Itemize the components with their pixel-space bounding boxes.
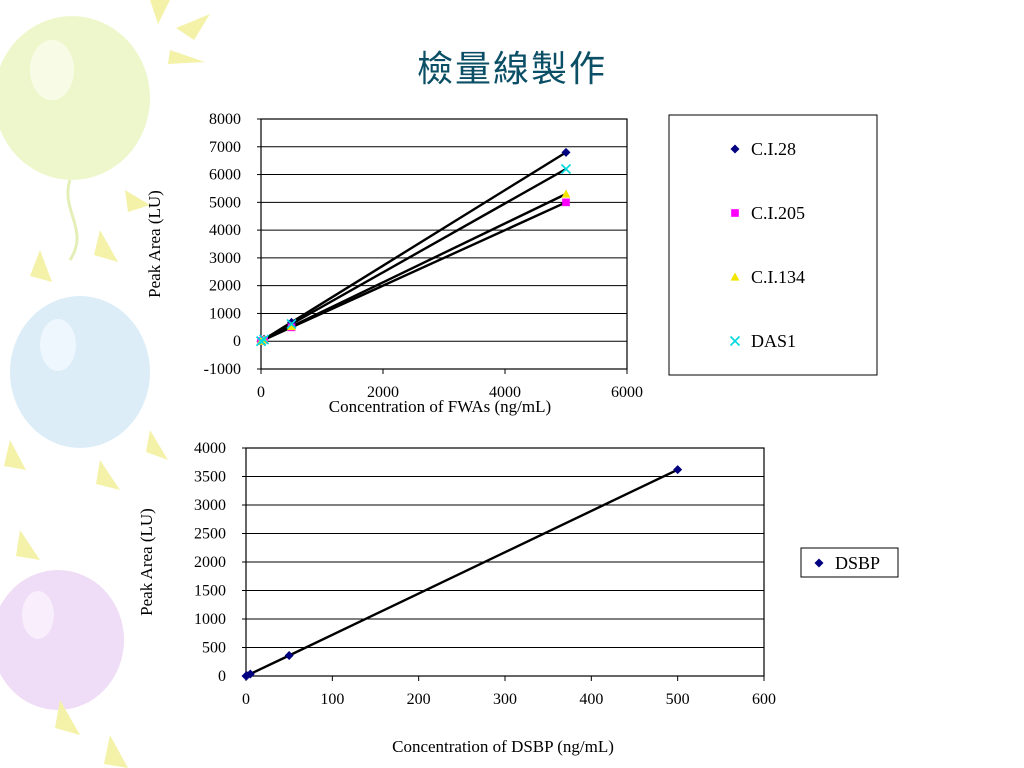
y-tick-label: 3000 xyxy=(209,250,241,267)
x-tick-label: 0 xyxy=(257,384,265,401)
legend-label: DSBP xyxy=(835,553,880,573)
dsbp-chart-gridlines xyxy=(246,447,764,677)
series-line xyxy=(245,468,679,678)
series-line xyxy=(260,192,567,343)
data-point xyxy=(562,198,570,207)
x-tick-label: 300 xyxy=(493,691,517,708)
data-point xyxy=(286,318,297,330)
slide-title: 檢量線製作 xyxy=(416,49,607,90)
y-tick-label: 2000 xyxy=(194,554,226,571)
x-tick-label: 200 xyxy=(407,691,431,708)
y-tick-label: 3000 xyxy=(194,497,226,514)
legend-marker xyxy=(730,144,740,154)
y-tick-label: 2000 xyxy=(209,278,241,295)
x-tick-label: 0 xyxy=(242,691,250,708)
data-point xyxy=(673,465,683,475)
y-tick-label: 3500 xyxy=(194,469,226,486)
legend-marker xyxy=(814,558,824,568)
fwa-chart-series xyxy=(255,147,572,347)
x-tick-label: 6000 xyxy=(611,384,643,401)
y-tick-label: 1500 xyxy=(194,583,226,600)
data-point xyxy=(284,650,294,660)
fwa-chart-plot-area xyxy=(260,118,628,370)
dsbp-chart-series xyxy=(241,465,683,681)
legend-label: C.I.134 xyxy=(751,267,805,287)
x-tick-label: 400 xyxy=(579,691,603,708)
legend-marker xyxy=(729,335,741,347)
dsbp-chart-tick-labels: 0 500 1000 1500 2000 2500 3000 3500 4000 0 100 200 3… xyxy=(194,440,776,708)
x-tick-label: 100 xyxy=(320,691,344,708)
legend-marker xyxy=(731,209,739,217)
data-point xyxy=(561,189,571,198)
data-point xyxy=(561,147,571,157)
x-tick-label: 4000 xyxy=(489,384,521,401)
fwa-chart-y-axis-label: Peak Area (LU) xyxy=(145,190,164,298)
y-tick-label: -1000 xyxy=(204,361,241,378)
data-point xyxy=(256,335,267,347)
x-tick-label: 600 xyxy=(752,691,776,708)
legend-label: C.I.205 xyxy=(751,203,805,223)
y-tick-label: 0 xyxy=(218,668,226,685)
dsbp-chart-y-axis-label: Peak Area (LU) xyxy=(137,508,156,616)
legend-label: C.I.28 xyxy=(751,139,796,159)
y-tick-label: 2500 xyxy=(194,526,226,543)
y-tick-label: 4000 xyxy=(209,222,241,239)
y-tick-label: 6000 xyxy=(209,167,241,184)
data-point xyxy=(287,322,296,331)
y-tick-label: 4000 xyxy=(194,440,226,457)
legend-marker xyxy=(730,272,740,281)
y-tick-label: 0 xyxy=(233,333,241,350)
balloon-purple-decoration xyxy=(0,570,124,710)
series-line xyxy=(260,151,567,343)
dsbp-chart-x-axis-label: Concentration of DSBP (ng/mL) xyxy=(392,737,614,756)
sun-ray-decoration xyxy=(4,0,210,768)
x-tick-label: 500 xyxy=(666,691,690,708)
data-point xyxy=(258,334,270,345)
y-tick-label: 7000 xyxy=(209,139,241,156)
balloon-green-decoration xyxy=(0,16,150,261)
fwa-chart-gridlines xyxy=(261,118,627,370)
y-tick-label: 5000 xyxy=(209,194,241,211)
legend-label: DAS1 xyxy=(751,331,796,351)
x-tick-label: 2000 xyxy=(367,384,399,401)
y-tick-label: 8000 xyxy=(209,111,241,128)
balloon-blue-decoration xyxy=(10,296,150,448)
y-tick-label: 1000 xyxy=(209,305,241,322)
y-tick-label: 1000 xyxy=(194,611,226,628)
fwa-chart-x-axis-label: Concentration of FWAs (ng/mL) xyxy=(329,397,551,416)
data-point xyxy=(560,163,572,175)
data-point xyxy=(245,669,255,679)
fwa-chart-legend xyxy=(668,114,878,376)
fwa-chart-tick-labels: -1000 0 1000 2000 3000 4000 5000 6000 7000 8000 0 2… xyxy=(204,111,643,401)
y-tick-label: 500 xyxy=(202,640,226,657)
series-line xyxy=(260,167,567,343)
